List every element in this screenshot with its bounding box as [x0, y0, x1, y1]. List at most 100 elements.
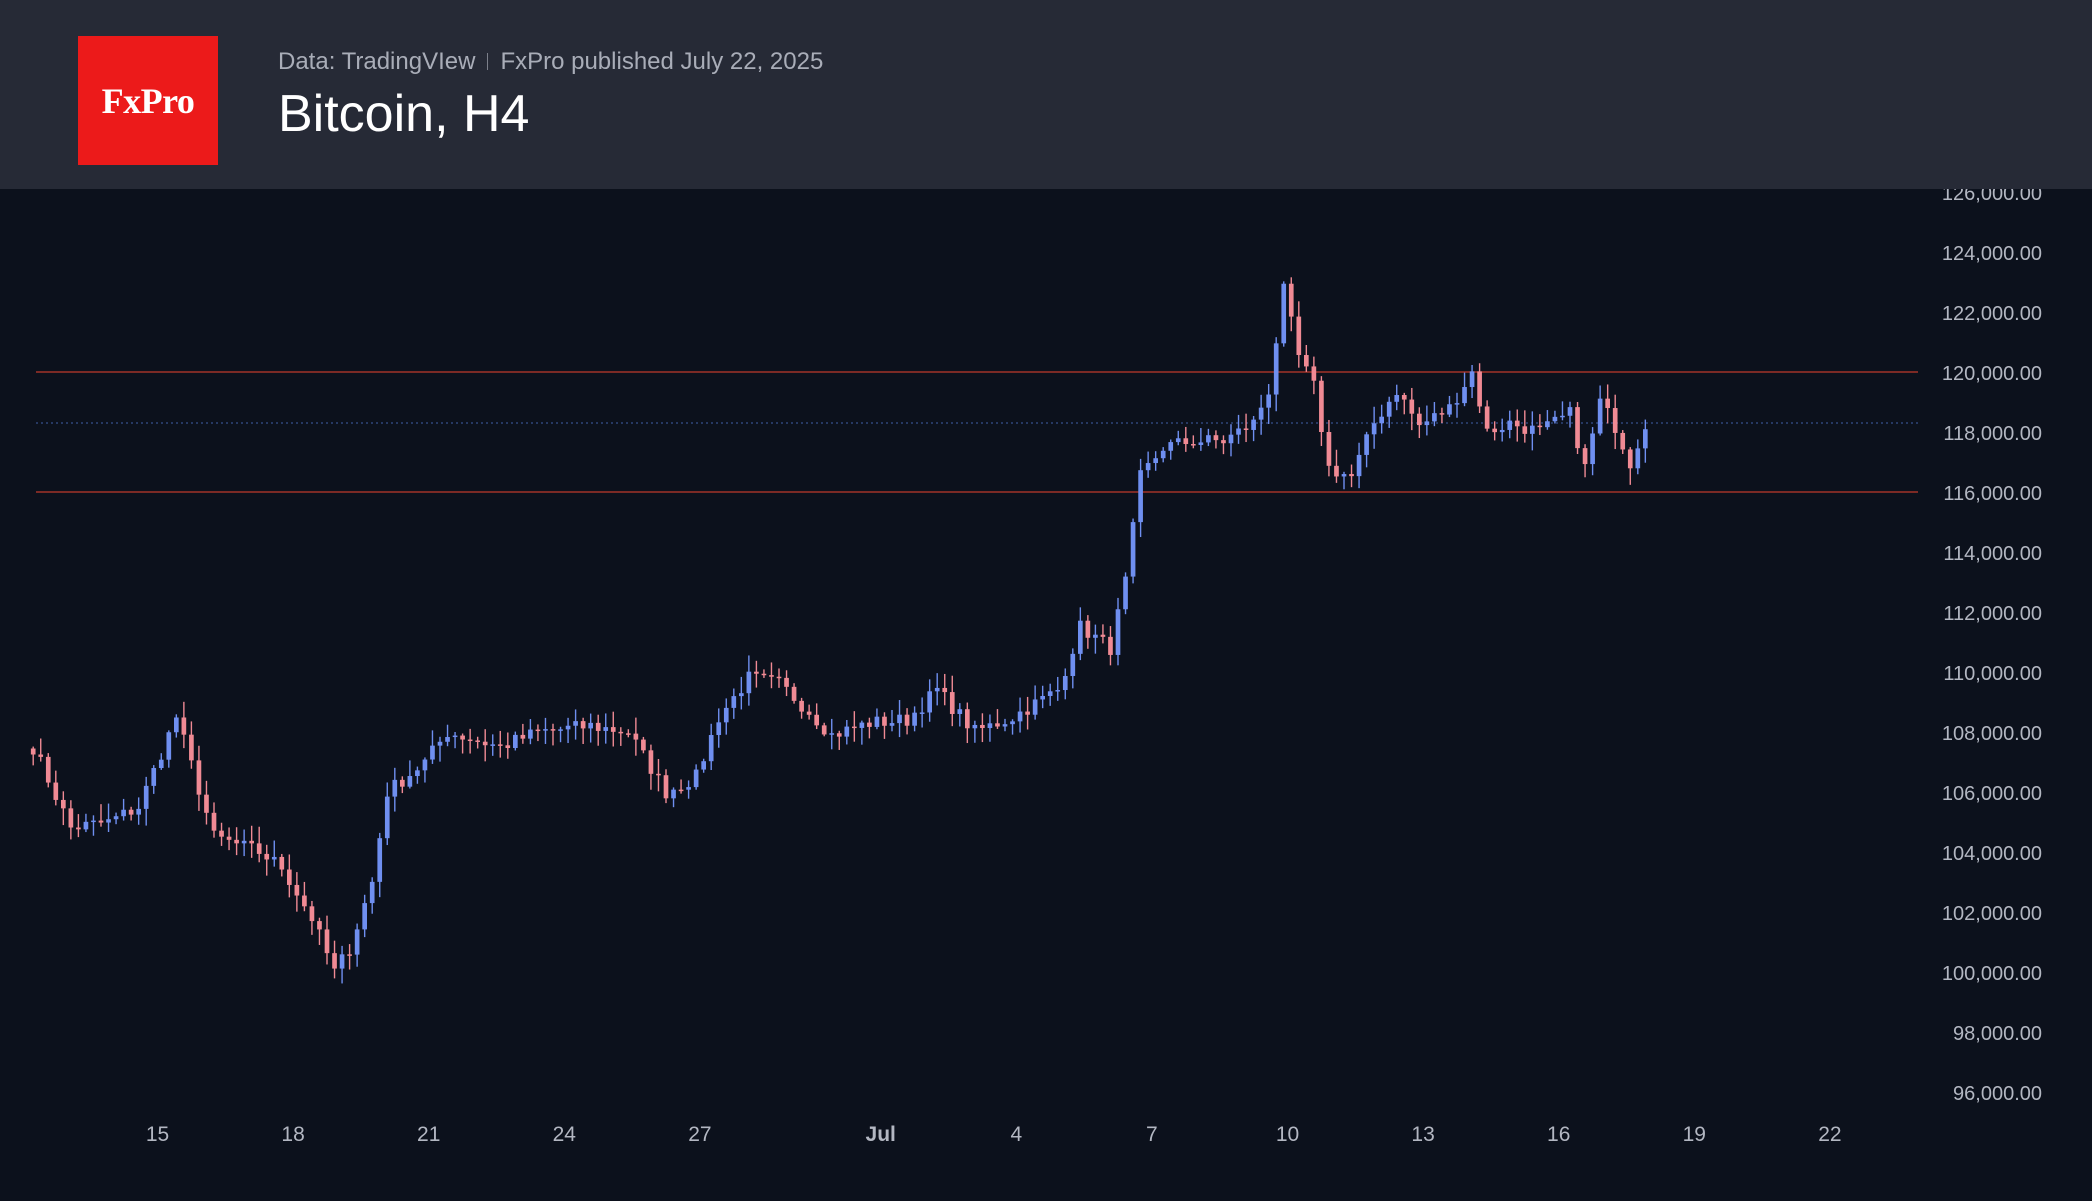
candle-up	[1394, 395, 1400, 402]
time-axis: 15 18 21 24 27 Jul 4 7 10 13 16 19 22	[146, 1123, 1842, 1146]
candle-up	[912, 712, 917, 726]
candle-down	[45, 756, 51, 783]
candle-up	[377, 838, 383, 882]
candle-up	[693, 769, 699, 788]
candle-up	[166, 732, 172, 760]
candle-down	[641, 739, 646, 751]
candle-up	[573, 721, 578, 726]
candle-down	[1492, 428, 1498, 433]
candle-down	[1401, 395, 1407, 400]
candle-up	[407, 776, 413, 787]
candle-down	[836, 733, 842, 737]
y-tick-label: 102,000.00	[1942, 903, 2042, 925]
candle-up	[1251, 419, 1256, 430]
candle-up	[731, 696, 737, 708]
candle-up	[889, 723, 895, 726]
candle-up	[1597, 398, 1603, 434]
candle-up	[927, 691, 933, 713]
candle-up	[1529, 425, 1535, 434]
candle-down	[309, 906, 315, 922]
candle-up	[173, 717, 179, 733]
x-tick-label: 18	[281, 1123, 304, 1146]
price-levels	[36, 371, 1918, 493]
candle-down	[1288, 283, 1294, 317]
candle-up	[91, 820, 96, 823]
candle-up	[1040, 695, 1046, 700]
x-tick-label: 10	[1276, 1123, 1299, 1146]
candle-up	[369, 881, 375, 904]
candle-up	[686, 787, 691, 790]
candle-down	[30, 748, 36, 755]
candle-up	[1032, 699, 1038, 715]
candle-up	[1077, 620, 1083, 654]
candle-up	[143, 785, 149, 809]
candle-up	[1371, 423, 1377, 435]
y-tick-label: 110,000.00	[1943, 663, 2042, 685]
candle-up	[1266, 394, 1272, 408]
candle-down	[851, 726, 857, 729]
candle-up	[1560, 415, 1565, 418]
candle-up	[1198, 442, 1204, 445]
candle-up	[716, 722, 722, 736]
candle-down	[520, 734, 526, 739]
data-source: Data: TradingVIew	[278, 48, 476, 75]
x-tick-label: 15	[146, 1123, 169, 1146]
candle-down	[784, 677, 789, 687]
candle-up	[158, 759, 164, 769]
candle-down	[497, 744, 503, 746]
candle-down	[1620, 432, 1626, 450]
x-tick-label: 19	[1683, 1123, 1706, 1146]
candle-up	[437, 741, 443, 746]
candle-up	[1138, 470, 1143, 523]
candle-up	[1047, 691, 1053, 696]
candle-down	[1439, 413, 1445, 415]
source-line: Data: TradingVIew FxPro published July 22…	[278, 48, 823, 76]
candle-up	[1145, 463, 1151, 471]
candle-up	[1017, 711, 1023, 722]
candle-up	[1379, 416, 1385, 424]
candle-down	[942, 687, 948, 693]
candle-down	[76, 827, 81, 830]
candle-up	[1228, 434, 1234, 444]
candle-down	[1605, 398, 1611, 409]
candle-down	[1311, 366, 1317, 381]
candle-down	[467, 739, 473, 742]
candle-down	[964, 709, 970, 729]
candle-down	[1477, 371, 1482, 407]
candle-down	[1243, 428, 1249, 430]
candle-down	[1108, 636, 1113, 655]
candle-down	[1100, 634, 1106, 637]
candle-up	[603, 727, 609, 731]
candle-up	[1635, 448, 1641, 469]
candle-up	[1590, 433, 1595, 465]
candle-up	[1115, 609, 1121, 655]
y-tick-label: 106,000.00	[1942, 783, 2042, 805]
candle-down	[1522, 426, 1528, 434]
fxpro-logo: FxPro	[78, 36, 218, 165]
candle-up	[1432, 413, 1437, 422]
candle-down	[580, 721, 586, 729]
candle-down	[460, 735, 465, 740]
candle-up	[1424, 421, 1430, 426]
candle-up	[1168, 442, 1174, 451]
candle-down	[678, 789, 684, 792]
candle-down	[791, 686, 797, 701]
candle-up	[565, 725, 571, 730]
candle-up	[271, 856, 277, 860]
candle-up	[708, 735, 714, 762]
candle-down	[189, 734, 194, 761]
candle-up	[113, 816, 119, 820]
candle-up	[588, 722, 594, 729]
candle-down	[663, 775, 669, 799]
candle-down	[799, 700, 804, 712]
x-tick-label: 22	[1818, 1123, 1841, 1146]
candles	[30, 277, 1648, 984]
candle-up	[972, 724, 978, 729]
x-tick-label: 13	[1411, 1123, 1434, 1146]
candle-down	[882, 716, 887, 726]
candle-up	[106, 819, 111, 823]
candle-up	[859, 722, 865, 728]
y-tick-label: 100,000.00	[1942, 963, 2042, 985]
candle-down	[867, 722, 872, 727]
y-tick-label: 112,000.00	[1943, 603, 2042, 625]
